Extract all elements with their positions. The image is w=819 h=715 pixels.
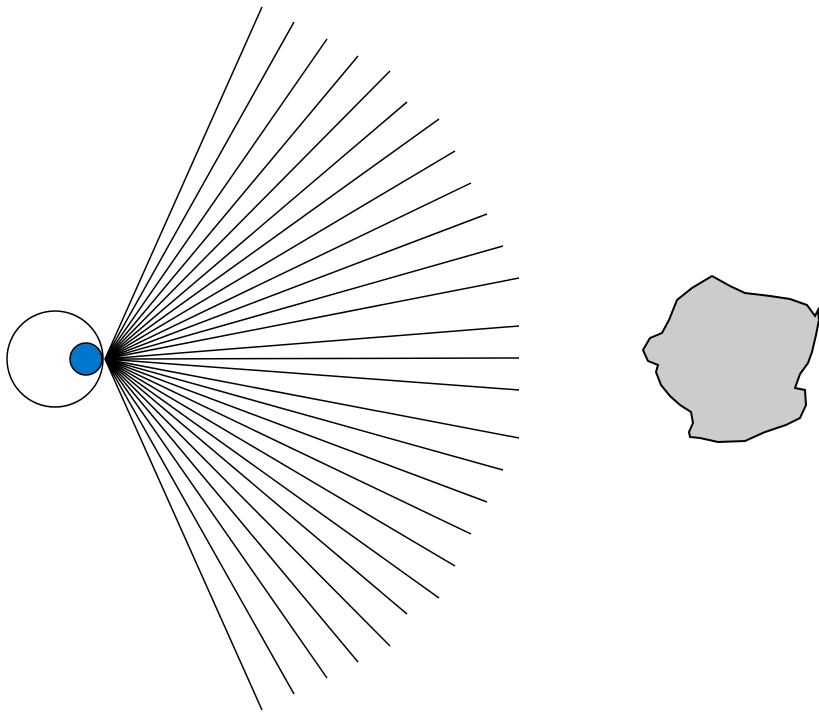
- ray-line: [104, 358, 472, 535]
- ray-line: [104, 21, 295, 360]
- ray-line: [104, 358, 328, 679]
- ray-line: [104, 182, 472, 360]
- ray-line: [104, 325, 520, 360]
- ray-line: [104, 358, 520, 439]
- ray-line: [104, 358, 408, 615]
- ray-line: [104, 358, 456, 567]
- ray-line: [104, 118, 440, 360]
- ray-line: [104, 6, 263, 360]
- ray-line: [104, 358, 488, 503]
- ray-line: [104, 358, 295, 695]
- ray-line: [104, 55, 359, 360]
- ray-line: [104, 358, 391, 647]
- eye-circle: [6, 310, 104, 408]
- ray-line: [104, 277, 520, 360]
- ray-line: [104, 358, 263, 711]
- ray-line: [104, 70, 391, 360]
- ray-line: [104, 245, 504, 360]
- ray-line: [104, 101, 408, 360]
- ray-line: [104, 357, 520, 360]
- ray-line: [104, 38, 328, 360]
- gray-object-blob: [641, 274, 819, 444]
- pupil-dot: [69, 342, 103, 376]
- ray-line: [104, 213, 488, 360]
- ray-line: [104, 358, 520, 391]
- ray-line: [104, 358, 359, 663]
- ray-line: [104, 358, 504, 471]
- ray-line: [104, 150, 456, 360]
- ray-fan: [104, 6, 520, 711]
- ray-line: [104, 358, 440, 599]
